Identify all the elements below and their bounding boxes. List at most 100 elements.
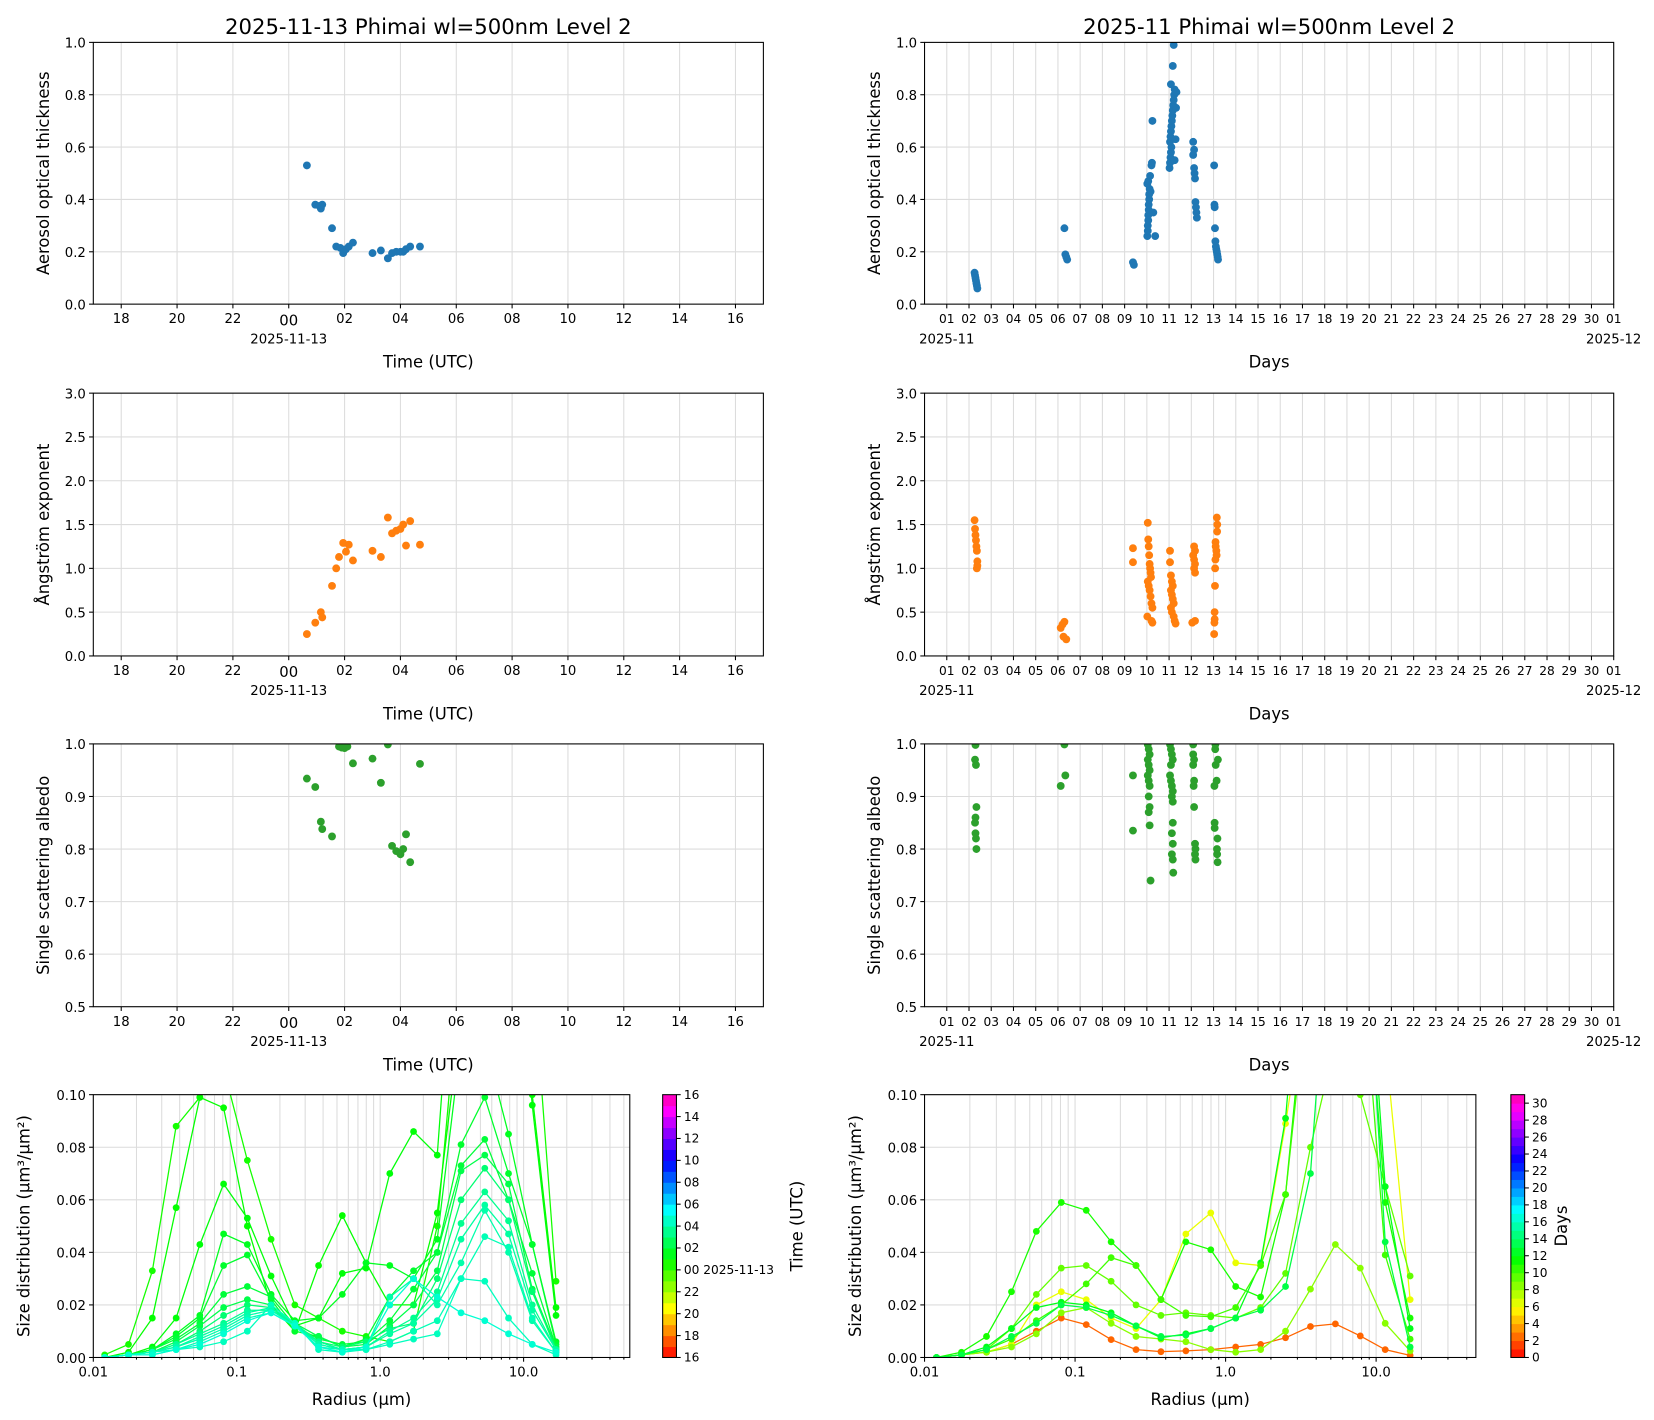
data-point xyxy=(388,841,396,850)
x-tick-label: 22 xyxy=(1406,312,1422,326)
data-point xyxy=(1211,564,1220,573)
size-distribution-point xyxy=(528,1101,536,1109)
x-tick-label: 16 xyxy=(727,664,744,679)
colorbar-tick-label: 22 xyxy=(1532,1164,1548,1178)
size-distribution-point xyxy=(505,1217,512,1225)
y-tick-label: 0.4 xyxy=(65,194,86,209)
data-point xyxy=(971,818,979,827)
colorbar-tick-label: 02 xyxy=(684,1241,700,1255)
size-distribution-point xyxy=(172,1346,180,1353)
size-distribution-point xyxy=(267,1272,275,1280)
size-distribution-point xyxy=(505,1314,512,1322)
x-tick-label: 10 xyxy=(560,664,577,679)
size-distribution-point xyxy=(1032,1227,1040,1235)
y-tick-label: 0.0 xyxy=(65,650,86,665)
data-point xyxy=(1211,555,1220,564)
x-axis-label: Time (UTC) xyxy=(382,705,474,724)
size-distribution-point xyxy=(148,1314,156,1322)
y-tick-label: 0.5 xyxy=(896,1001,917,1016)
x-axis-label: Days xyxy=(1249,705,1290,724)
y-axis-label: Single scattering albedo xyxy=(34,776,53,975)
size-distribution-point xyxy=(1057,1309,1065,1317)
colorbar-segment xyxy=(662,1116,677,1129)
x-tick-label: 15 xyxy=(1250,1015,1266,1029)
colorbar-segment xyxy=(1510,1247,1525,1257)
data-point xyxy=(349,556,357,565)
x-tick-label: 01 xyxy=(1606,664,1622,678)
size-distribution-point xyxy=(386,1317,394,1325)
x-tick-label: 23 xyxy=(1428,1015,1444,1029)
y-tick-label: 1.0 xyxy=(896,738,917,753)
size-distribution-point xyxy=(1107,1277,1115,1285)
colorbar-segment xyxy=(662,1204,677,1216)
size-distribution-point xyxy=(315,1333,322,1340)
size-distribution-point xyxy=(315,1262,322,1269)
y-tick-label: 0.5 xyxy=(896,606,917,621)
size-distribution-point xyxy=(1356,1264,1364,1272)
x-tick-label: 26 xyxy=(1495,312,1511,326)
size-distribution-point xyxy=(220,1104,228,1112)
marks xyxy=(970,513,1222,644)
colorbar-segment xyxy=(1510,1340,1525,1350)
x-tick-label: 02 xyxy=(336,1015,353,1030)
data-point xyxy=(1192,213,1201,222)
colorbar-tick-label: 0 xyxy=(1532,1351,1540,1365)
x-tick-label: 07 xyxy=(1072,1015,1088,1029)
size-distribution-point xyxy=(1008,1333,1015,1340)
colorbar-segment xyxy=(662,1313,677,1326)
size-distribution-point xyxy=(291,1327,299,1335)
x-axis-label: Radius (µm) xyxy=(1150,1390,1249,1409)
size-distribution-point xyxy=(148,1351,156,1358)
x-tick-label: 18 xyxy=(113,1015,130,1030)
axes-frame xyxy=(924,743,1615,1008)
x-tick-label: 03 xyxy=(983,312,999,326)
x-tick-label: 30 xyxy=(1584,312,1600,326)
x-tick-label: 13 xyxy=(1206,1015,1222,1029)
y-tick-label: 0.10 xyxy=(56,1089,85,1104)
data-point xyxy=(1213,520,1222,529)
y-tick-label: 1.0 xyxy=(896,37,917,52)
y-tick-label: 0.8 xyxy=(65,89,86,104)
colorbar-segment xyxy=(1510,1238,1525,1248)
size-distribution-point xyxy=(433,1275,441,1283)
x-tick-label: 24 xyxy=(1450,664,1466,678)
size-distribution-point xyxy=(220,1304,228,1311)
x-tick-label: 06 xyxy=(1050,664,1066,678)
size-distribution-point xyxy=(243,1251,251,1259)
x-tick-label: 05 xyxy=(1028,664,1044,678)
size-distribution-point xyxy=(1257,1293,1265,1301)
y-tick-label: 3.0 xyxy=(896,387,917,402)
size-distribution-point xyxy=(1207,1246,1215,1254)
colorbar-segment xyxy=(662,1160,677,1172)
x-tick-label: 20 xyxy=(169,312,186,327)
x-tick-label: 02 xyxy=(961,312,977,326)
size-distribution-line xyxy=(936,1094,1411,1358)
size-distribution-point xyxy=(481,1164,489,1172)
y-tick-label: 0.6 xyxy=(896,141,917,156)
data-point xyxy=(1168,818,1177,827)
size-distribution-point xyxy=(315,1314,322,1322)
x-tick-label: 01 xyxy=(1606,312,1622,326)
colorbar-tick-label: 12 xyxy=(1532,1249,1548,1263)
size-distribution-point xyxy=(1182,1238,1190,1246)
size-distribution-point xyxy=(386,1262,394,1269)
data-point xyxy=(1061,771,1070,780)
size-distribution-point xyxy=(481,1206,489,1214)
axes-frame xyxy=(92,1094,631,1359)
colorbar-segment xyxy=(662,1280,677,1293)
data-point xyxy=(972,803,981,811)
x-tick-label: 13 xyxy=(1206,664,1222,678)
colorbar-tick-label: 2 xyxy=(1532,1334,1540,1348)
marks xyxy=(933,1094,1414,1358)
colorbar-tick-label: 26 xyxy=(1532,1130,1548,1144)
y-tick-label: 1.5 xyxy=(65,519,86,534)
size-distribution-point xyxy=(1182,1230,1190,1238)
colorbar-segment xyxy=(1510,1230,1525,1240)
size-distribution-point xyxy=(933,1354,940,1358)
colorbar-tick-label: 14 xyxy=(684,1110,700,1124)
x-tick-label: 04 xyxy=(1006,664,1022,678)
x-tick-label: 02 xyxy=(961,1015,977,1029)
size-distribution-point xyxy=(1132,1301,1140,1309)
size-distribution-point xyxy=(410,1314,417,1322)
y-tick-label: 2.5 xyxy=(896,431,917,446)
